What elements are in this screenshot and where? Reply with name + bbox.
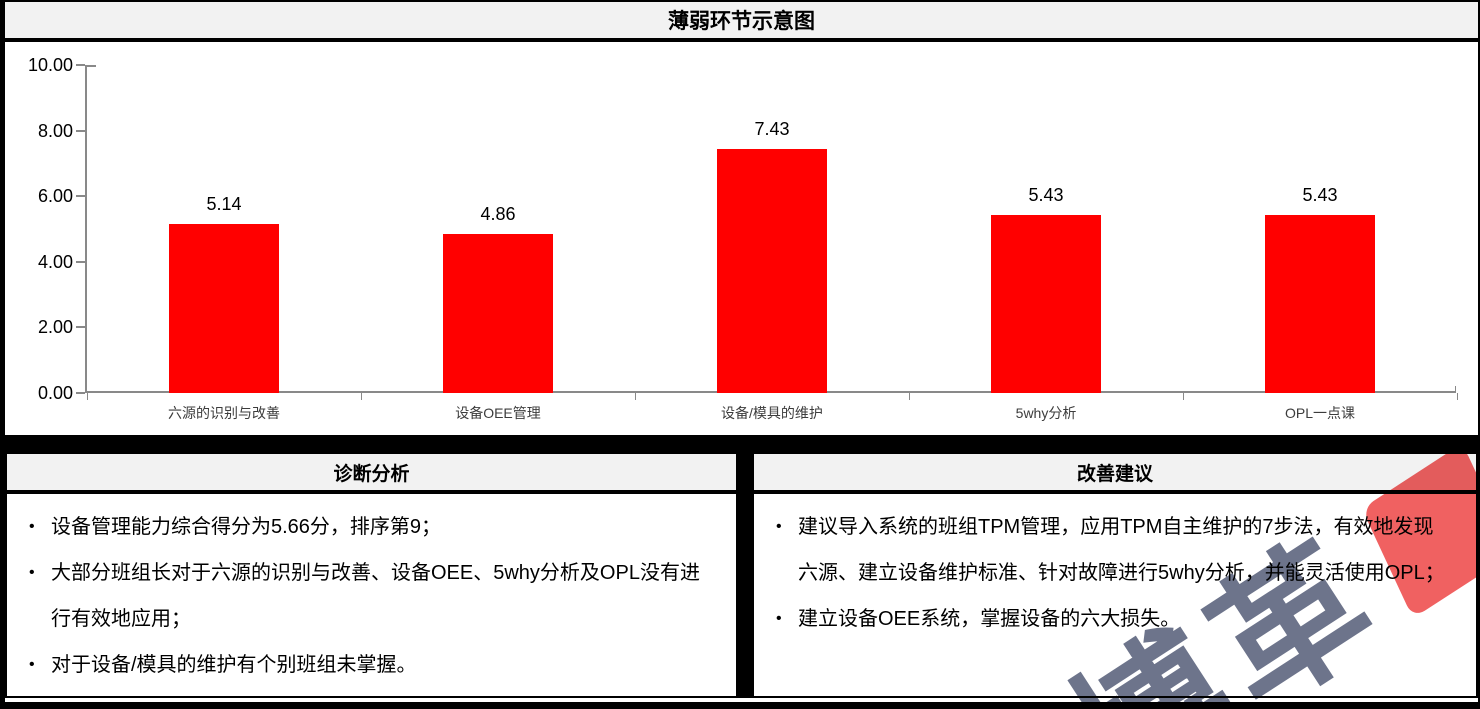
x-axis-tick <box>1183 393 1184 400</box>
suggestions-panel: 改善建议 建议导入系统的班组TPM管理，应用TPM自主维护的7步法，有效地发现六… <box>752 452 1478 698</box>
y-axis-tick <box>76 260 85 263</box>
x-axis-end-tick <box>1455 386 1456 393</box>
y-tick-label: 6.00 <box>37 186 73 207</box>
x-axis-tick <box>1457 393 1458 400</box>
y-tick-label: 2.00 <box>37 317 73 338</box>
x-category-label: 5why分析 <box>1015 405 1077 421</box>
analysis-panels: 诊断分析 设备管理能力综合得分为5.66分，排序第9；大部分班组长对于六源的识别… <box>5 452 1478 698</box>
y-axis-tick <box>76 195 85 198</box>
bullet-item: 对于设备/模具的维护有个别班组未掌握。 <box>21 642 710 688</box>
bullet-item: 建议导入系统的班组TPM管理，应用TPM自主维护的7步法，有效地发现六源、建立设… <box>768 504 1450 596</box>
chart-bar <box>1265 214 1375 393</box>
suggestions-panel-title: 改善建议 <box>1076 463 1153 485</box>
x-axis-tick <box>635 393 636 400</box>
chart-bar <box>717 149 827 393</box>
diagnosis-panel-title: 诊断分析 <box>333 463 410 485</box>
plot-area: 10.00 8.00 6.00 4.00 2.00 0.00 5.14 六源的识别与改善 4.8… <box>28 56 1458 421</box>
bar-chart: 10.00 8.00 6.00 4.00 2.00 0.00 5.14 六源的识别与改善 4.8… <box>5 42 1478 435</box>
y-axis-end-tick <box>87 65 96 67</box>
chart-bar <box>991 214 1101 393</box>
suggestions-panel-body: 建议导入系统的班组TPM管理，应用TPM自主维护的7步法，有效地发现六源、建立设… <box>754 494 1476 696</box>
bar-value-label: 7.43 <box>754 119 790 140</box>
bar-value-label: 5.43 <box>1028 184 1064 205</box>
chart-bar <box>443 233 553 393</box>
x-axis-tick <box>87 393 88 400</box>
y-tick-label: 0.00 <box>37 383 73 403</box>
x-category-label: 设备/模具的维护 <box>721 405 823 421</box>
y-tick-label: 10.00 <box>27 55 73 75</box>
diagnosis-panel-body: 设备管理能力综合得分为5.66分，排序第9；大部分班组长对于六源的识别与改善、设… <box>7 494 736 696</box>
chart-title: 薄弱环节示意图 <box>668 10 815 33</box>
chart-bar <box>169 224 279 393</box>
y-axis-tick <box>76 129 85 132</box>
suggestions-bullet-list: 建议导入系统的班组TPM管理，应用TPM自主维护的7步法，有效地发现六源、建立设… <box>768 504 1450 642</box>
y-tick-label: 8.00 <box>37 120 73 141</box>
bar-value-label: 4.86 <box>480 203 516 224</box>
bar-value-label: 5.14 <box>206 194 242 215</box>
bar-value-label: 5.43 <box>1302 184 1338 205</box>
x-category-label: OPL一点课 <box>1284 405 1355 421</box>
x-axis-tick <box>361 393 362 400</box>
section-divider <box>5 435 1478 452</box>
y-axis-tick <box>76 392 85 394</box>
panel-divider <box>738 452 752 698</box>
diagnosis-panel: 诊断分析 设备管理能力综合得分为5.66分，排序第9；大部分班组长对于六源的识别… <box>5 452 738 698</box>
diagnosis-panel-header: 诊断分析 <box>7 454 736 494</box>
y-axis-tick <box>76 326 85 329</box>
y-tick-label: 4.00 <box>37 251 73 272</box>
x-category-label: 设备OEE管理 <box>455 405 541 421</box>
bullet-item: 大部分班组长对于六源的识别与改善、设备OEE、5why分析及OPL没有进行有效地… <box>21 550 710 642</box>
x-category-label: 六源的识别与改善 <box>168 405 280 421</box>
bullet-item: 设备管理能力综合得分为5.66分，排序第9； <box>21 504 710 550</box>
y-axis-tick <box>76 64 85 66</box>
x-axis-tick <box>909 393 910 400</box>
bullet-item: 建立设备OEE系统，掌握设备的六大损失。 <box>768 596 1450 642</box>
chart-title-band: 薄弱环节示意图 <box>5 2 1478 42</box>
suggestions-panel-header: 改善建议 <box>754 454 1476 494</box>
diagnosis-bullet-list: 设备管理能力综合得分为5.66分，排序第9；大部分班组长对于六源的识别与改善、设… <box>21 504 710 688</box>
